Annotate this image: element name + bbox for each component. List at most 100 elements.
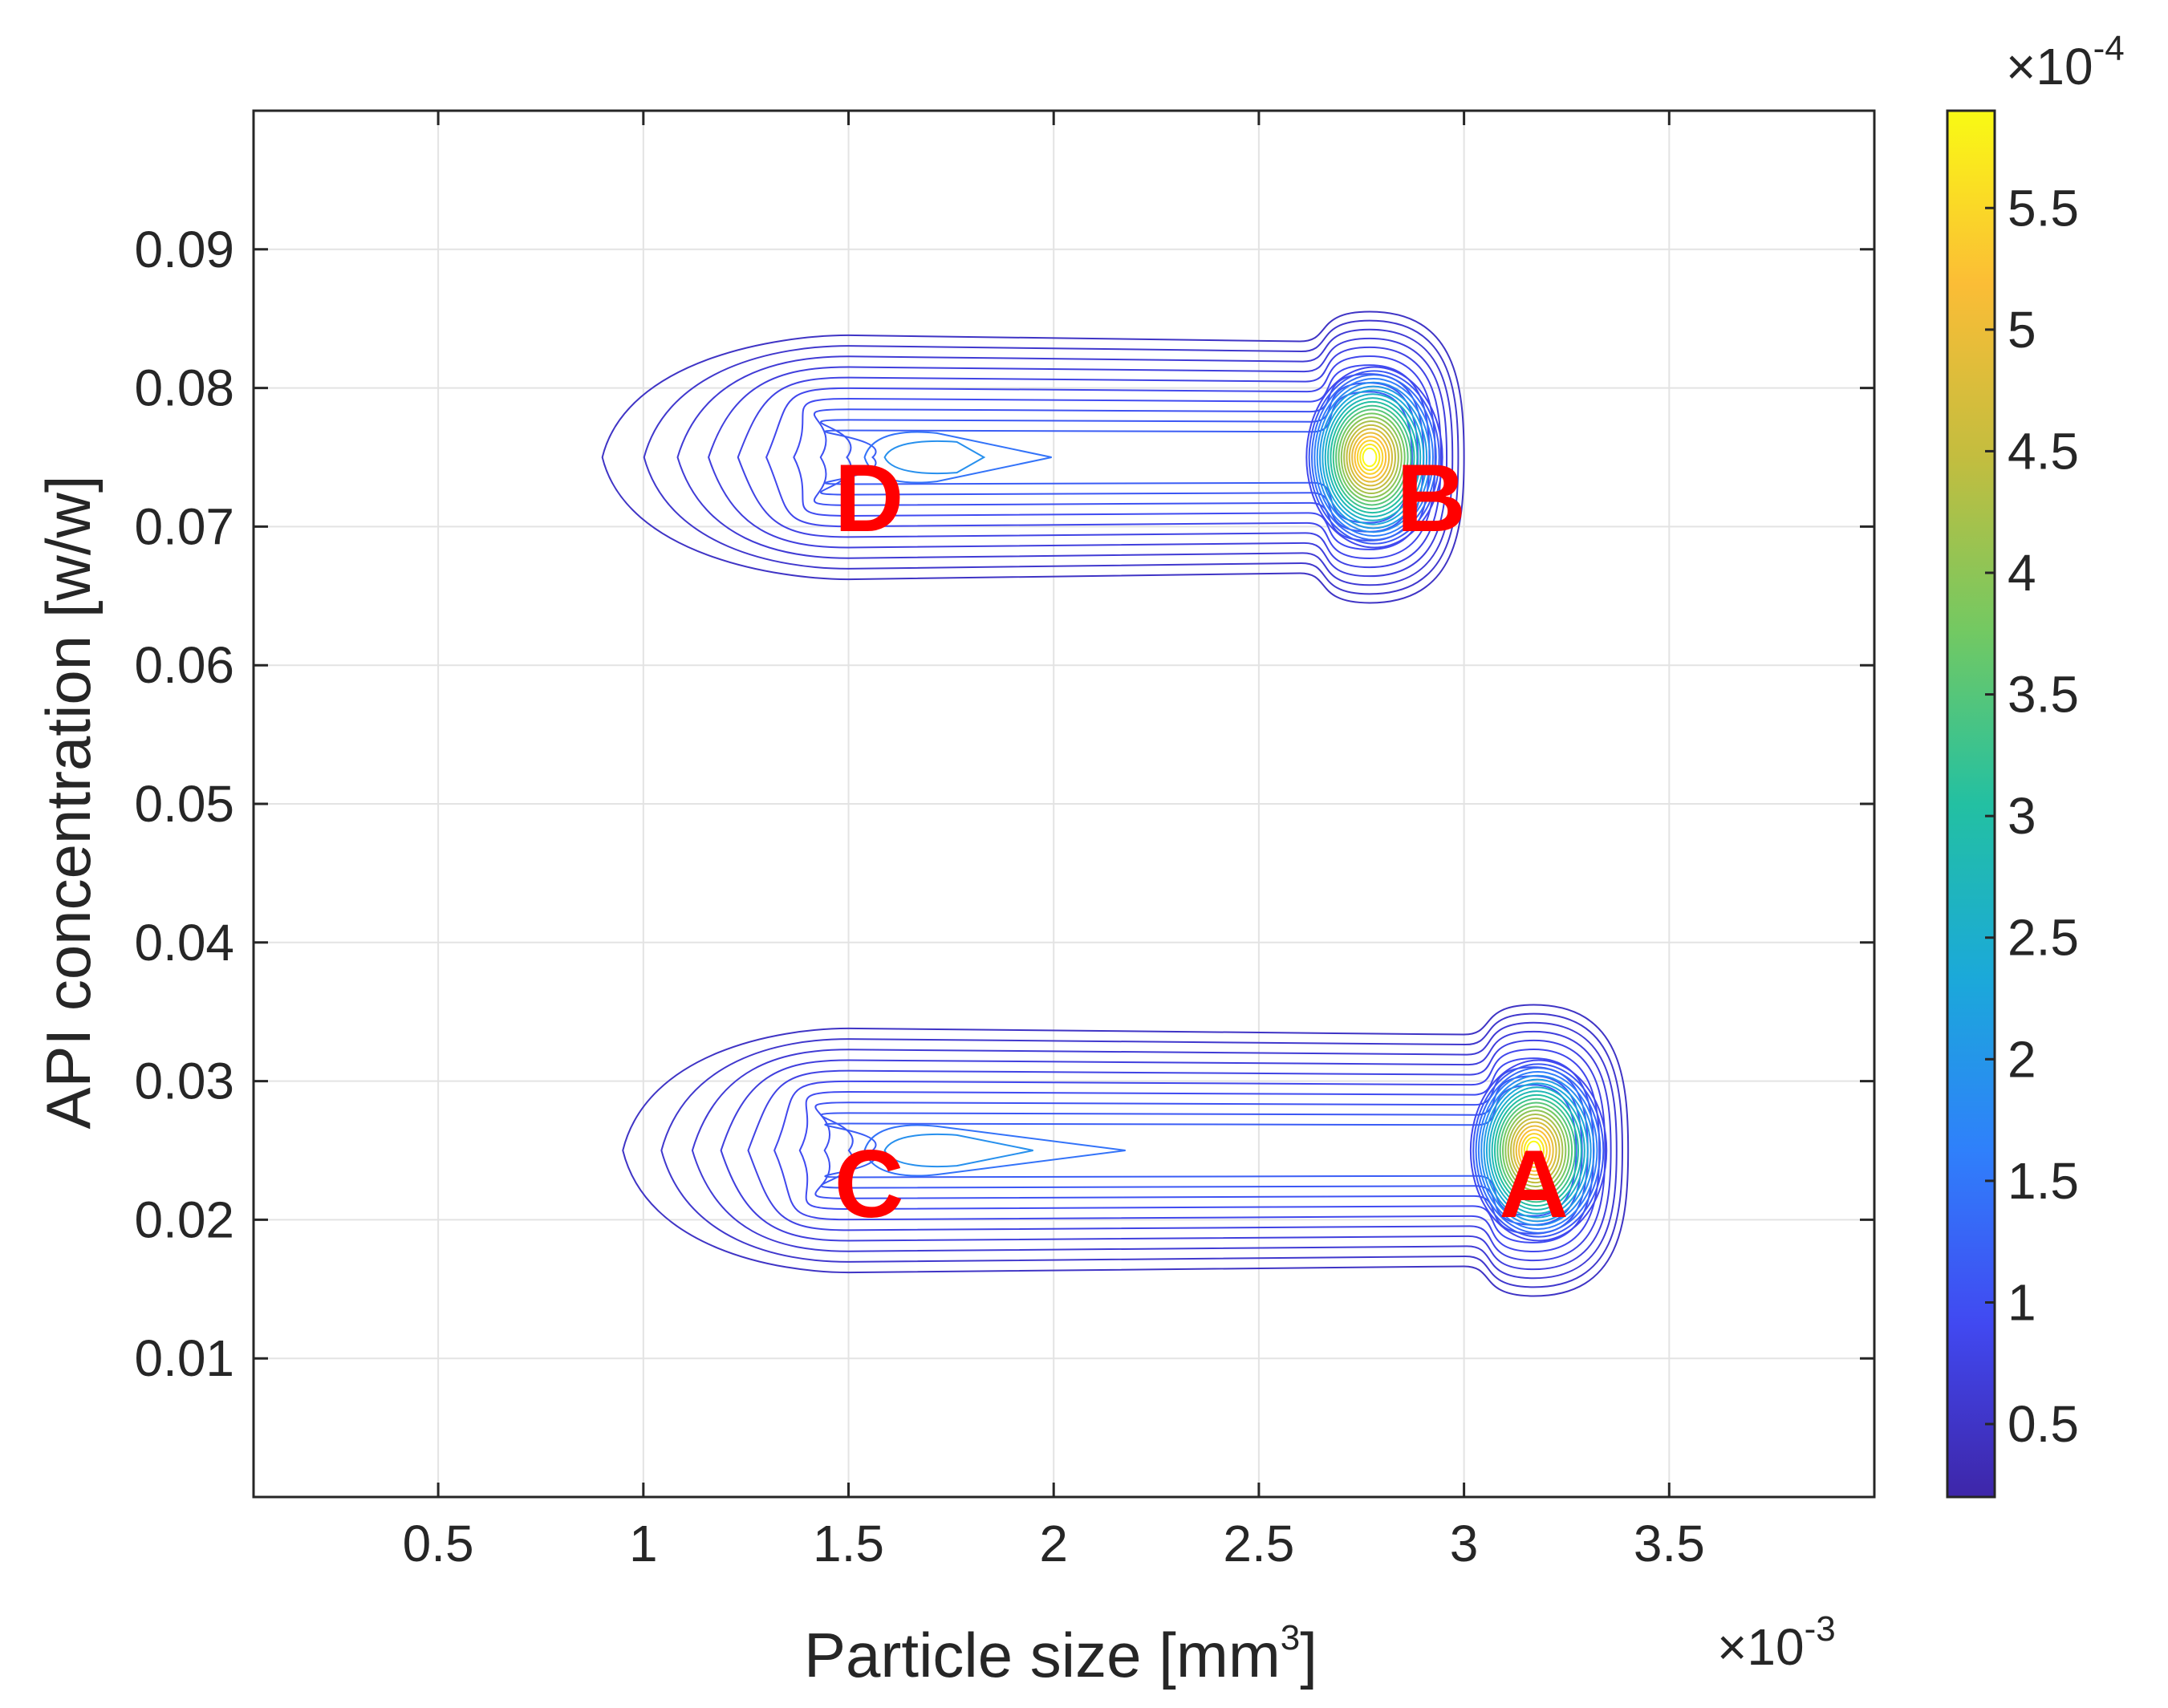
contour-line (1512, 1121, 1557, 1180)
contour-line (1351, 432, 1391, 483)
x-tick-label: 1.5 (813, 1515, 884, 1572)
contour-line (1348, 428, 1394, 487)
contour-line (1483, 1078, 1592, 1223)
contour-line (863, 431, 1052, 484)
colorbar-ticks: 0.5 1 1.5 2 2.5 3 3.5 4 4.5 5 5.5 (1985, 179, 2079, 1453)
contour-line (1493, 1093, 1579, 1207)
contour-line (883, 1133, 1033, 1168)
x-tick-label: 2 (1039, 1515, 1068, 1572)
contour-line (1330, 400, 1415, 514)
axis-ticks (254, 111, 1874, 1497)
y-tick-label: 0.04 (134, 914, 234, 972)
peak-label-d: D (834, 444, 904, 552)
colorbar-tick-label: 2 (2008, 1030, 2036, 1088)
contour-line (1477, 1070, 1598, 1231)
contour-line (691, 1021, 1618, 1280)
contour-line (720, 1030, 1612, 1271)
colorbar-tick-label: 4 (2008, 544, 2036, 602)
contour-line (883, 440, 986, 475)
contour-line (1324, 393, 1422, 521)
y-tick-label: 0.05 (134, 775, 234, 833)
colorbar (1946, 109, 1996, 1499)
contour-line (1526, 1140, 1542, 1161)
x-axis-label: Particle size [mm3] (804, 1618, 1317, 1690)
contour-line (1523, 1136, 1545, 1165)
y-tick-label: 0.03 (134, 1053, 234, 1110)
contour-line (773, 1048, 1601, 1253)
contour-line (1310, 374, 1437, 541)
colorbar-tick-label: 5.5 (2008, 179, 2079, 237)
contour-line (1346, 424, 1396, 491)
grid-lines (254, 111, 1874, 1497)
contour-line (1305, 366, 1443, 549)
y-tick-label: 0.07 (134, 497, 234, 555)
contour-line (1475, 1067, 1602, 1234)
y-tick-label: 0.09 (134, 221, 234, 278)
contour-line (1485, 1082, 1589, 1219)
contour-line (1472, 1063, 1605, 1238)
colorbar-tick-label: 3.5 (2008, 666, 2079, 724)
contour-line (1504, 1110, 1567, 1191)
contour-line (1327, 397, 1419, 517)
contour-line (1319, 385, 1428, 529)
x-tick-label: 1 (629, 1515, 658, 1572)
contour-line (1313, 377, 1434, 538)
contour-line (708, 337, 1448, 578)
contour-line (824, 391, 1413, 524)
contour-line (1338, 412, 1406, 502)
contour-line (1515, 1125, 1554, 1176)
contour-line (747, 1039, 1606, 1262)
contour-line (1507, 1114, 1564, 1187)
contour-line (1488, 1086, 1585, 1215)
contour-line (1362, 447, 1378, 468)
colorbar-tick-label: 3 (2008, 787, 2036, 845)
x-tick-labels: 0.5 1 1.5 2 2.5 3 3.5 (403, 1515, 1705, 1572)
contour-line (863, 1124, 1126, 1177)
contour-line (1322, 389, 1425, 525)
x-exponent-label: ×10-3 (1717, 1609, 1836, 1676)
peak-label-b: B (1396, 444, 1466, 552)
colorbar-tick-label: 5 (2008, 301, 2036, 359)
y-axis-label: API concentration [w/w] (33, 475, 104, 1129)
colorbar-tick-label: 4.5 (2008, 422, 2079, 480)
x-tick-label: 2.5 (1223, 1515, 1294, 1572)
contour-line (643, 319, 1460, 595)
contour-line (1496, 1097, 1577, 1203)
y-tick-labels: 0.01 0.02 0.03 0.04 0.05 0.06 0.07 0.08 0.09 (134, 221, 234, 1387)
contour-line (676, 328, 1454, 586)
contour-line (1510, 1117, 1561, 1184)
colorbar-tick-label: 1 (2008, 1273, 2036, 1331)
contour-line (1335, 408, 1409, 506)
peak-label-c: C (834, 1130, 904, 1238)
peak-label-a: A (1499, 1130, 1569, 1238)
y-tick-label: 0.01 (134, 1329, 234, 1387)
contour-line (1359, 443, 1381, 472)
y-tick-label: 0.06 (134, 636, 234, 694)
contour-line (1491, 1090, 1582, 1211)
contour-line (1520, 1133, 1548, 1168)
contour-line (824, 1084, 1577, 1217)
contour-line (1354, 436, 1387, 479)
contour-line (1480, 1074, 1595, 1227)
colorbar-tick-label: 1.5 (2008, 1152, 2079, 1210)
contour-line (1469, 1059, 1608, 1242)
contour-line (1356, 440, 1384, 475)
contour-cluster (622, 1004, 1630, 1297)
peak-labels: D B C A (834, 444, 1569, 1238)
contour-lines (601, 310, 1630, 1297)
y-tick-label: 0.02 (134, 1191, 234, 1248)
y-tick-label: 0.08 (134, 359, 234, 417)
contour-line (1340, 416, 1403, 498)
x-tick-label: 0.5 (403, 1515, 474, 1572)
contour-line (601, 310, 1465, 604)
contour-line (1499, 1101, 1573, 1199)
contour-cluster (601, 310, 1465, 604)
contour-line (737, 346, 1442, 569)
contour-line (1501, 1106, 1570, 1195)
contour-line (1308, 370, 1440, 545)
contour-line (660, 1012, 1623, 1288)
contour-line (1343, 420, 1399, 494)
colorbar-tick-label: 2.5 (2008, 909, 2079, 967)
contour-line (1316, 381, 1431, 533)
